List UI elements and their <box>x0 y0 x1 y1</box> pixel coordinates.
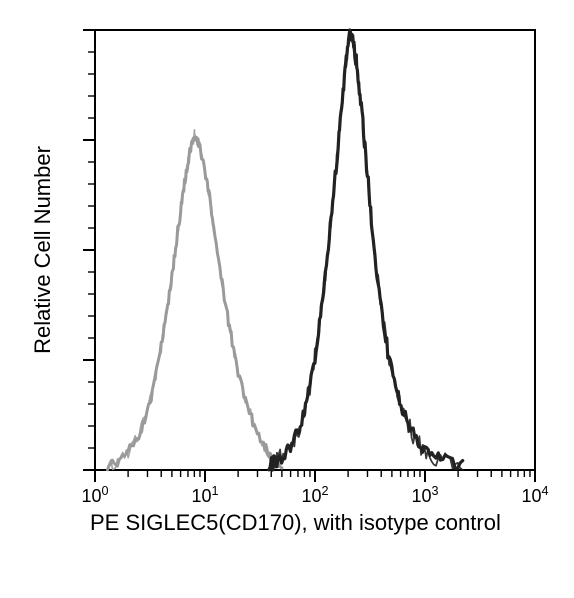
x-tick-label: 103 <box>411 484 438 506</box>
x-tick-labels: 100 101 102 103 104 <box>81 484 548 506</box>
y-axis-label: Relative Cell Number <box>30 146 55 354</box>
series-isotype-control <box>108 137 282 469</box>
plot-frame <box>95 30 535 470</box>
x-axis-label: PE SIGLEC5(CD170), with isotype control <box>90 510 501 535</box>
x-tick-label: 101 <box>191 484 218 506</box>
y-axis-ticks <box>83 30 95 470</box>
series-group <box>107 30 462 470</box>
x-tick-label: 102 <box>301 484 328 506</box>
series-siglec5-stained <box>269 30 463 470</box>
x-tick-label: 100 <box>81 484 108 506</box>
histogram-svg: Relative Cell Number PE SIGLEC5(CD170), … <box>0 0 574 598</box>
x-tick-label: 104 <box>521 484 548 506</box>
series-siglec5-stained-jitter <box>269 34 463 470</box>
chart-container: Relative Cell Number PE SIGLEC5(CD170), … <box>0 0 574 598</box>
series-isotype-control-jitter <box>107 130 281 470</box>
x-axis-ticks <box>95 470 535 482</box>
